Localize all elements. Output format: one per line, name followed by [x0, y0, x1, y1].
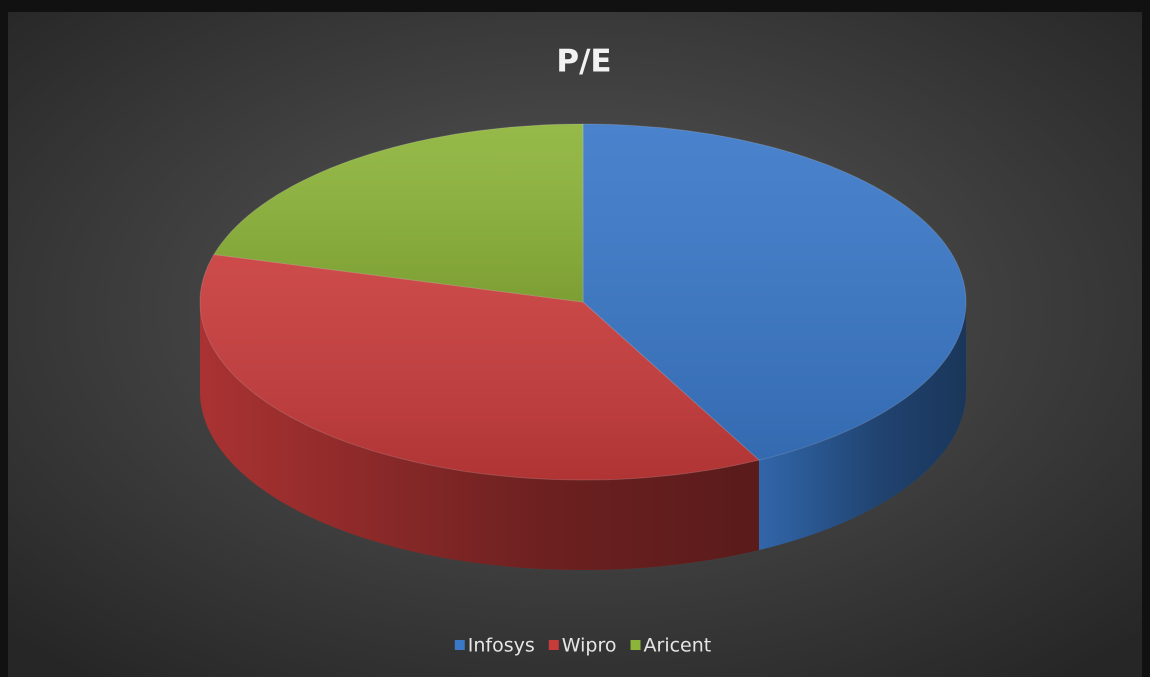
- chart-title: P/E: [556, 44, 611, 80]
- legend-label: Infosys: [468, 635, 535, 657]
- pie-side-shade: [759, 302, 966, 551]
- pie-side-shade: [200, 302, 759, 570]
- pie-slice-shade: [583, 124, 966, 461]
- pie-slice-shade: [213, 124, 583, 302]
- legend-label: Aricent: [644, 635, 712, 657]
- legend-swatch: [548, 640, 559, 650]
- legend-label: Wipro: [562, 635, 617, 657]
- legend-swatch: [454, 640, 465, 650]
- legend: Infosys Wipro Aricent: [454, 635, 712, 657]
- pie-slice-shade: [200, 254, 759, 480]
- legend-swatch: [630, 640, 641, 650]
